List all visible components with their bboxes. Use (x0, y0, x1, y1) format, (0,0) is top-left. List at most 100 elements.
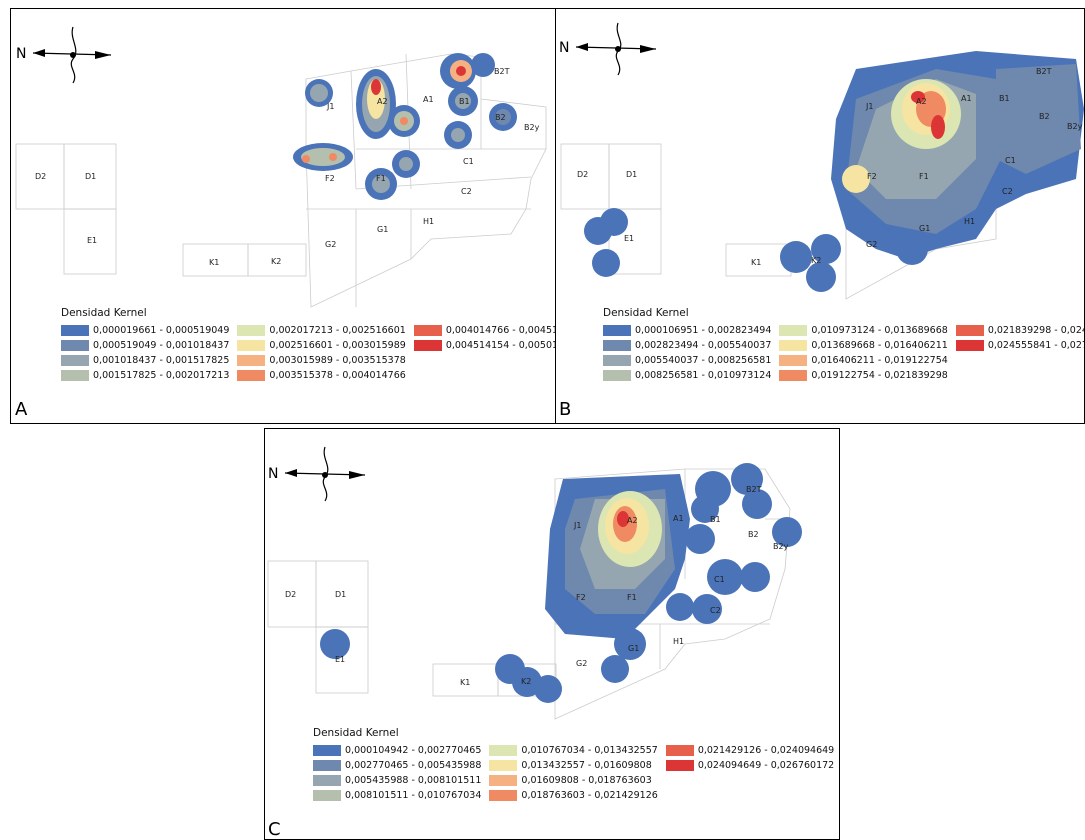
zone-label: H1 (423, 217, 434, 226)
zone-label: F1 (627, 593, 637, 602)
zone-label: G2 (325, 240, 336, 249)
legend-range-label: 0,013689668 - 0,016406211 (811, 339, 948, 351)
density-layer (320, 463, 802, 703)
legend-range-label: 0,010973124 - 0,013689668 (811, 324, 948, 336)
zone-label: G1 (628, 644, 639, 653)
hotspot (471, 53, 495, 77)
map-a: N (15, 26, 547, 308)
legend-item: 0,016406211 - 0,019122754 (779, 353, 948, 367)
legend-item: 0,004014766 - 0,004514154 (413, 323, 555, 337)
hotspot (365, 168, 397, 200)
zone-label: C1 (1005, 156, 1016, 165)
zone-label: F1 (919, 172, 929, 181)
legend-a: Densidad Kernel 0,000019661 - 0,00051904… (61, 307, 555, 382)
legend-swatch (603, 339, 631, 351)
legend-swatch (313, 744, 341, 756)
legend-swatch (489, 789, 518, 801)
legend-range-label: 0,018763603 - 0,021429126 (521, 789, 658, 801)
legend-range-label: 0,005435988 - 0,008101511 (345, 774, 482, 786)
legend-range-label: 0,008101511 - 0,010767034 (345, 789, 482, 801)
zone-label: J1 (865, 102, 873, 111)
zone-label: E1 (624, 234, 634, 243)
legend-range-label: 0,002516601 - 0,003015989 (269, 339, 406, 351)
zone-label: K2 (811, 256, 821, 265)
legend-title: Densidad Kernel (603, 307, 689, 319)
zone-label: D2 (285, 590, 296, 599)
zone-label: K1 (209, 258, 219, 267)
legend-swatch (313, 789, 341, 801)
north-arrow: N (559, 22, 657, 76)
panel-c: N B2T A2 A1 B1 (264, 428, 840, 840)
legend-item: 0,024555841 - 0,027272385 (955, 338, 1084, 352)
north-label: N (559, 40, 569, 56)
zone-labels: B2T A2 A1 B1 J1 B2 B2y C1 F2 F1 C2 D2 D1… (577, 67, 1083, 267)
panel-label: A (15, 399, 28, 420)
legend-range-label: 0,003515378 - 0,004014766 (269, 369, 406, 381)
density-layer (584, 51, 1084, 292)
legend-item: 0,010767034 - 0,013432557 (489, 743, 658, 757)
legend-range-label: 0,010767034 - 0,013432557 (521, 744, 658, 756)
legend-swatch (489, 759, 518, 771)
zone-label: K2 (271, 257, 281, 266)
zone-label: D1 (335, 590, 346, 599)
legend-item: 0,005540037 - 0,008256581 (603, 353, 771, 367)
legend-item: 0,021839298 - 0,024555841 (955, 323, 1084, 337)
hotspot (440, 53, 476, 89)
hotspot (842, 165, 870, 193)
north-arrow: N (268, 446, 366, 502)
legend-range-label: 0,024094649 - 0,026760172 (697, 759, 835, 771)
legend-b: Densidad Kernel 0,000106951 - 0,00282349… (603, 307, 1084, 382)
legend-range-label: 0,000104942 - 0,002770465 (345, 744, 482, 756)
legend-range-label: 0,000519049 - 0,001018437 (93, 339, 230, 351)
legend-swatch (603, 369, 631, 381)
hotspot (996, 64, 1081, 174)
legend-title: Densidad Kernel (313, 727, 399, 739)
north-label: N (16, 46, 26, 62)
hotspot (598, 491, 662, 567)
legend-swatch (489, 774, 518, 786)
legend-swatch (779, 354, 808, 366)
legend-swatch (779, 324, 808, 336)
legend-c: Densidad Kernel 0,000104942 - 0,00277046… (313, 727, 834, 802)
legend-swatch (779, 369, 808, 381)
zone-label: A1 (423, 95, 434, 104)
zone-label: H1 (964, 217, 975, 226)
legend-swatch (603, 324, 631, 336)
zone-label: F2 (576, 593, 586, 602)
zone-label: C1 (463, 157, 474, 166)
zone-label: H1 (673, 637, 684, 646)
legend-item: 0,000019661 - 0,000519049 (61, 323, 229, 337)
zone-label: A2 (916, 97, 927, 106)
legend-item: 0,021429126 - 0,024094649 (665, 743, 835, 757)
hotspot (896, 233, 928, 265)
zone-label: G1 (377, 225, 388, 234)
legend-range-label: 0,001517825 - 0,002017213 (93, 369, 230, 381)
legend-item: 0,002516601 - 0,003015989 (237, 338, 406, 352)
zone-label: B2T (494, 67, 510, 76)
legend-range-label: 0,001018437 - 0,001517825 (93, 354, 230, 366)
zone-label: C1 (714, 575, 725, 584)
zone-label: B2T (746, 485, 762, 494)
hotspot (584, 208, 628, 277)
legend-range-label: 0,004514154 - 0,005013542 (445, 339, 555, 351)
legend-item: 0,002770465 - 0,005435988 (313, 758, 481, 772)
legend-range-label: 0,003015989 - 0,003515378 (269, 354, 406, 366)
zone-label: B2y (524, 123, 540, 132)
legend-range-label: 0,013432557 - 0,01609808 (521, 759, 652, 771)
zone-label: B1 (710, 515, 721, 524)
legend-item: 0,008101511 - 0,010767034 (313, 788, 481, 802)
legend-item: 0,003015989 - 0,003515378 (237, 353, 406, 367)
zone-label: A1 (673, 514, 684, 523)
legend-range-label: 0,021429126 - 0,024094649 (697, 744, 835, 756)
panel-label: C (268, 819, 281, 840)
hotspot (891, 79, 961, 149)
legend-range-label: 0,021839298 - 0,024555841 (987, 324, 1084, 336)
legend-range-label: 0,008256581 - 0,010973124 (635, 369, 772, 381)
legend-range-label: 0,004014766 - 0,004514154 (445, 324, 555, 336)
zone-label: K2 (521, 677, 531, 686)
hotspot (495, 654, 562, 703)
panel-label: B (559, 399, 572, 420)
zone-label: E1 (335, 655, 345, 664)
legend-range-label: 0,000019661 - 0,000519049 (93, 324, 230, 336)
legend-swatch (61, 324, 89, 336)
